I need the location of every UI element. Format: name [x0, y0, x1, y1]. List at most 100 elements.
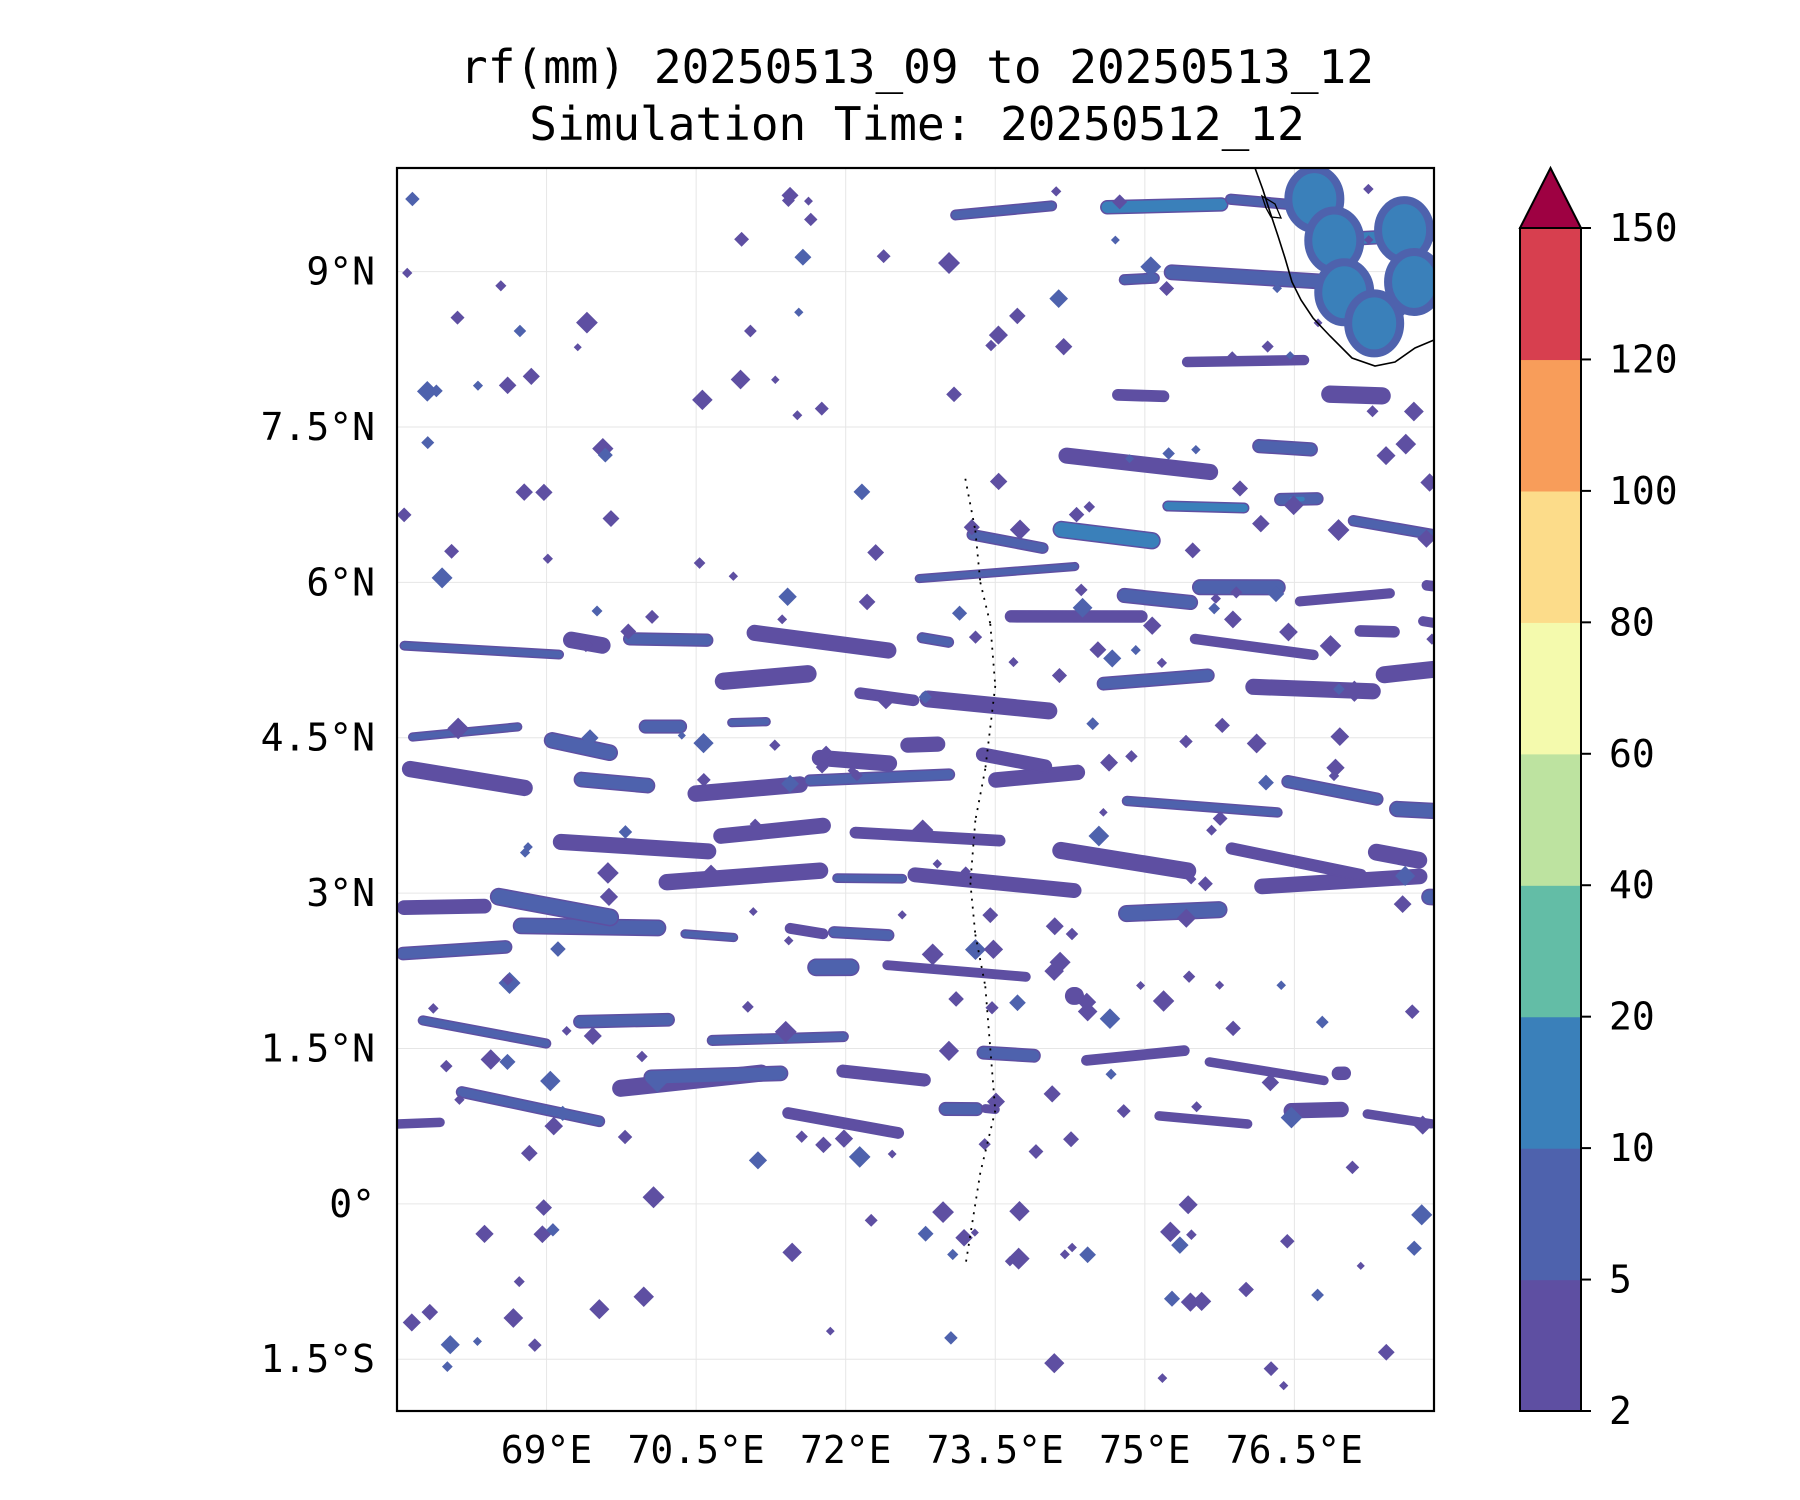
rain-cell — [440, 1059, 453, 1073]
rain-cell — [1267, 585, 1285, 603]
rain-cell — [1330, 727, 1350, 746]
rain-cell — [692, 389, 713, 411]
atoll-outline — [969, 882, 977, 935]
rain-cell — [1411, 1204, 1433, 1226]
rain-cell — [1252, 514, 1270, 533]
rain-cell — [1285, 351, 1295, 360]
rain-cell — [1086, 717, 1100, 731]
rain-cell — [444, 543, 460, 559]
rain-streak-core — [977, 749, 1051, 772]
rain-cell — [804, 196, 813, 206]
rain-cell — [1206, 824, 1217, 836]
rain-streak-core — [829, 927, 893, 940]
rain-cell — [792, 410, 803, 421]
rain-cell — [917, 1225, 934, 1242]
colorbar-segment — [1520, 228, 1581, 361]
rain-streak-core — [1423, 581, 1434, 591]
x-tick-label: 69°E — [501, 1428, 593, 1472]
rain-cell — [1413, 1115, 1433, 1135]
rain-cell — [544, 1116, 564, 1136]
rain-cell — [771, 375, 780, 384]
rain-cell — [520, 1144, 538, 1162]
rain-cell — [581, 729, 599, 747]
rain-streak-core — [545, 733, 617, 760]
rain-cell — [1044, 961, 1064, 981]
rain-cell — [1008, 657, 1019, 668]
rain-cell — [1051, 186, 1062, 197]
rain-cell — [528, 1338, 542, 1352]
rain-cell — [1224, 610, 1242, 629]
rain-streak-core — [403, 762, 532, 795]
rain-cell — [440, 1335, 460, 1355]
rain-cell — [749, 818, 761, 830]
rain-cell — [421, 436, 435, 450]
rain-cell — [1136, 980, 1146, 991]
x-tick-label: 72°E — [800, 1428, 892, 1472]
rain-cell — [814, 401, 829, 416]
rain-streak-core — [1282, 776, 1383, 805]
colorbar-tick-label: 150 — [1609, 206, 1678, 250]
rain-cell — [597, 447, 613, 463]
rain-cell — [1404, 1004, 1420, 1020]
rain-cell — [1395, 865, 1416, 887]
rain-cell — [1333, 683, 1345, 695]
rain-cell — [1179, 734, 1193, 749]
rain-cell — [794, 248, 812, 266]
y-tick-label: 1.5°S — [261, 1337, 375, 1381]
rain-cell — [781, 186, 799, 204]
rain-cell — [503, 1308, 524, 1328]
colorbar-tick-label: 20 — [1609, 995, 1655, 1039]
colorbar-segment — [1520, 1279, 1581, 1412]
rain-cell — [734, 231, 750, 247]
rain-streak-core — [989, 766, 1084, 787]
rain-streak-core — [805, 769, 954, 786]
rain-streak-core — [1082, 1046, 1189, 1065]
rain-cell — [1279, 1380, 1289, 1391]
rain-streak-core — [1155, 1112, 1251, 1128]
rain-cell — [744, 324, 757, 338]
rain-cell — [441, 1361, 453, 1373]
rain-cell — [985, 1001, 999, 1015]
rain-cell — [932, 1201, 954, 1223]
rain-cell — [499, 1053, 516, 1070]
rain-cell — [985, 339, 997, 352]
rain-cell — [867, 544, 885, 561]
rain-cell — [513, 1276, 525, 1288]
rain-cell — [1079, 1246, 1096, 1264]
rain-cell — [987, 1092, 1005, 1111]
rain-cell — [876, 249, 891, 264]
rain-cell — [1009, 519, 1031, 540]
rain-cell — [513, 324, 527, 338]
rain-cell — [589, 1299, 610, 1320]
rain-cell — [1279, 622, 1298, 642]
rain-streak-core — [1053, 843, 1195, 878]
colorbar-tick-label: 5 — [1609, 1258, 1632, 1302]
island-chain-outlines — [964, 478, 997, 1267]
rain-cell — [815, 1136, 832, 1154]
rain-cell — [405, 191, 420, 207]
atoll-outline — [964, 1172, 982, 1267]
rain-cell — [647, 1071, 668, 1093]
rain-streak-core — [457, 1087, 604, 1126]
rain-cell — [1261, 340, 1274, 353]
atoll-outline — [974, 768, 987, 821]
rain-streak-core — [644, 1067, 787, 1084]
rain-cell — [1059, 1249, 1070, 1260]
rain-streak-core — [716, 666, 816, 689]
y-tick-label: 0° — [329, 1182, 375, 1226]
rain-cell — [897, 910, 907, 920]
rain-cell — [693, 557, 706, 569]
rain-cell — [1197, 876, 1213, 892]
rain-streak-core — [921, 691, 1056, 718]
rain-cell — [430, 384, 443, 398]
rain-cell — [597, 862, 619, 884]
rain-streak-core — [554, 835, 715, 858]
rain-cell — [819, 745, 834, 760]
rain-cell — [431, 567, 453, 589]
rain-cell — [1162, 447, 1175, 460]
rain-cell — [951, 605, 968, 621]
rain-streak-core — [1390, 802, 1434, 818]
rain-streak-core — [1123, 797, 1282, 817]
rain-streak-core — [397, 1119, 444, 1128]
rain-cell — [1100, 753, 1119, 772]
